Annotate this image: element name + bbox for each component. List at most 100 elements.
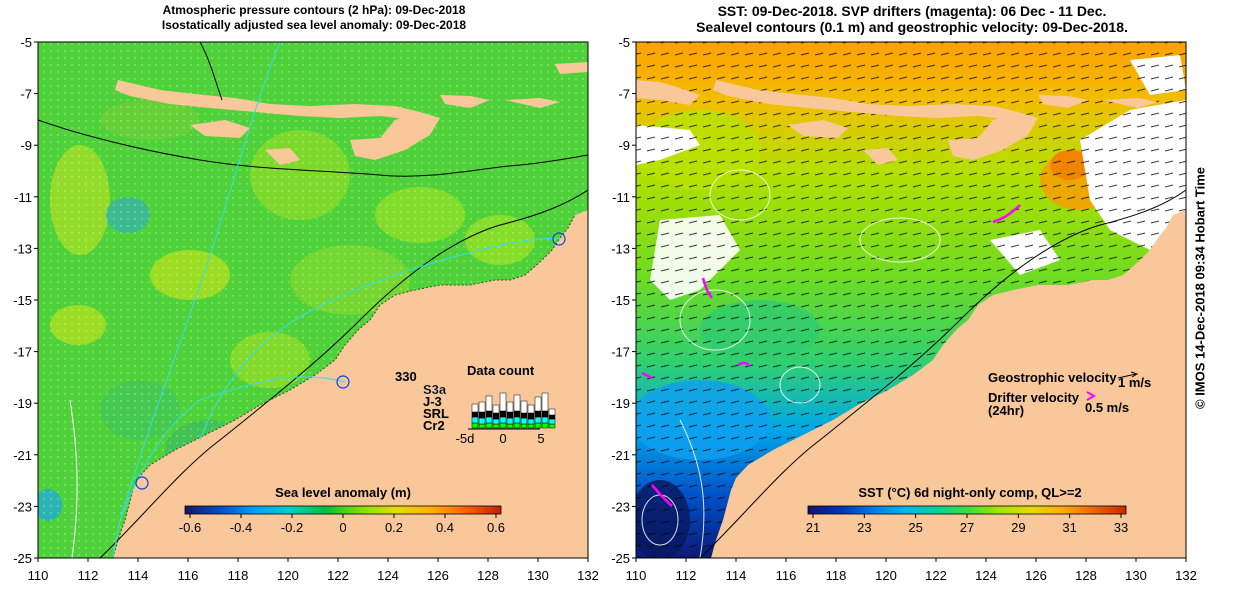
mission-label: SRL bbox=[423, 406, 449, 421]
colorbar-tick-label: 0.2 bbox=[385, 520, 403, 535]
lat-tick-label: -17 bbox=[611, 345, 630, 360]
left-title-line1: Atmospheric pressure contours (2 hPa): 0… bbox=[162, 3, 466, 17]
data-count-bar bbox=[492, 418, 500, 425]
lon-tick-label: 120 bbox=[277, 568, 299, 583]
sea-level-contours bbox=[641, 169, 941, 558]
velocity-legend: Geostrophic velocity 1 m/s Drifter veloc… bbox=[988, 370, 1151, 418]
left-axes: 110 112 114 116 118 120 122 124 126 128 130 132 -5 -7… bbox=[13, 35, 599, 583]
data-count-bar bbox=[478, 411, 486, 419]
data-count-bar bbox=[499, 392, 507, 412]
lon-tick-label: 124 bbox=[377, 568, 399, 583]
lon-tick-label: 130 bbox=[527, 568, 549, 583]
colorbar-tick-label: 31 bbox=[1062, 520, 1076, 535]
lat-tick-label: -25 bbox=[611, 551, 630, 566]
colorbar-tick-label: -0.6 bbox=[179, 520, 201, 535]
drifter-velocity-unit: 0.5 m/s bbox=[1085, 400, 1129, 415]
colorbar-tick-label: 23 bbox=[857, 520, 871, 535]
left-australia-land bbox=[113, 210, 588, 558]
lat-tick-label: -9 bbox=[20, 138, 32, 153]
data-count-bar bbox=[478, 417, 486, 425]
lon-tick-label: 112 bbox=[676, 568, 697, 583]
data-count-number: 330 bbox=[395, 369, 417, 384]
data-count-bar bbox=[541, 392, 549, 412]
data-count-bar bbox=[492, 404, 500, 414]
colorbar-tick-label: 0 bbox=[339, 520, 346, 535]
altimeter-tracks bbox=[112, 42, 561, 558]
right-map bbox=[636, 42, 1186, 558]
data-count-bar bbox=[541, 422, 549, 429]
lat-tick-label: -7 bbox=[20, 87, 32, 102]
data-count-bar bbox=[492, 412, 500, 420]
colorbar-tick-label: 33 bbox=[1114, 520, 1128, 535]
right-australia-land bbox=[711, 210, 1186, 558]
data-count-bar bbox=[471, 403, 479, 413]
left-panel-title: Atmospheric pressure contours (2 hPa): 0… bbox=[40, 3, 588, 33]
data-count-tick: -5d bbox=[456, 431, 475, 446]
lon-tick-label: 130 bbox=[1125, 568, 1147, 583]
lat-tick-label: -7 bbox=[618, 87, 630, 102]
drifter-tracks bbox=[641, 204, 1021, 507]
right-colorbar-label: SST (°C) 6d night-only comp, QL>=2 bbox=[858, 485, 1081, 500]
colorbar-tick-label: 0.6 bbox=[487, 520, 505, 535]
lon-tick-label: 126 bbox=[1025, 568, 1047, 583]
data-count-bar bbox=[506, 411, 514, 419]
lat-tick-label: -19 bbox=[611, 396, 630, 411]
colorbar-tick-label: 27 bbox=[960, 520, 974, 535]
colorbar-tick-label: -0.4 bbox=[230, 520, 252, 535]
data-count-bar bbox=[513, 422, 521, 429]
lat-tick-label: -21 bbox=[13, 448, 32, 463]
data-count-axis: -5d 0 5 bbox=[456, 428, 545, 446]
right-title-line1: SST: 09-Dec-2018. SVP drifters (magenta)… bbox=[717, 3, 1107, 19]
lat-tick-label: -5 bbox=[618, 35, 630, 50]
right-colorbar: 21 23 25 27 29 31 33 bbox=[806, 505, 1128, 535]
left-colorbar: -0.6 -0.4 -0.2 0 0.2 0.4 0.6 bbox=[179, 505, 505, 535]
mission-label: S3a bbox=[423, 382, 447, 397]
data-count-bar bbox=[485, 395, 493, 412]
drifter-arrow-icon bbox=[1086, 391, 1097, 401]
data-count-bar bbox=[513, 394, 521, 412]
lon-tick-label: 110 bbox=[626, 568, 647, 583]
data-count-bar bbox=[513, 410, 521, 418]
lon-tick-label: 118 bbox=[228, 568, 249, 583]
lat-tick-label: -25 bbox=[13, 551, 32, 566]
data-count-bar bbox=[548, 423, 556, 429]
colorbar-tick-label: 25 bbox=[908, 520, 922, 535]
drifter-velocity-label: Drifter velocity bbox=[988, 390, 1080, 405]
data-count-bar bbox=[485, 422, 493, 429]
lat-tick-label: -5 bbox=[20, 35, 32, 50]
lon-tick-label: 124 bbox=[975, 568, 997, 583]
lat-tick-label: -17 bbox=[13, 345, 32, 360]
data-count-bar bbox=[548, 414, 556, 420]
data-count-bar bbox=[492, 423, 500, 429]
data-count-bar bbox=[506, 423, 514, 429]
data-count-bar bbox=[541, 416, 549, 424]
data-count-bar bbox=[471, 411, 479, 418]
left-islands bbox=[115, 62, 588, 165]
lat-tick-label: -19 bbox=[13, 396, 32, 411]
data-count-bar bbox=[541, 410, 549, 418]
lat-tick-label: -15 bbox=[13, 293, 32, 308]
lon-tick-label: 128 bbox=[477, 568, 499, 583]
lon-tick-label: 118 bbox=[826, 568, 847, 583]
left-colorbar-label: Sea level anomaly (m) bbox=[275, 485, 411, 500]
lon-tick-label: 112 bbox=[78, 568, 99, 583]
data-count-bar bbox=[520, 423, 528, 429]
lat-tick-label: -11 bbox=[612, 190, 630, 205]
colorbar-ramp bbox=[807, 505, 1127, 515]
lon-tick-label: 122 bbox=[925, 568, 947, 583]
lat-tick-label: -23 bbox=[13, 499, 32, 514]
left-pressure-contours bbox=[38, 42, 588, 558]
lon-tick-label: 114 bbox=[128, 568, 149, 583]
data-count-bar bbox=[499, 416, 507, 424]
data-count-bar bbox=[471, 416, 479, 424]
data-count-bar bbox=[534, 410, 542, 418]
geostrophic-velocity-label: Geostrophic velocity bbox=[988, 370, 1117, 385]
data-count-bar bbox=[478, 423, 486, 429]
left-title-line2: Isostatically adjusted sea level anomaly… bbox=[161, 18, 467, 32]
left-shelf-contour bbox=[112, 214, 576, 558]
right-panel-title: SST: 09-Dec-2018. SVP drifters (magenta)… bbox=[638, 3, 1186, 35]
data-count-bar bbox=[527, 412, 535, 420]
data-count-bar bbox=[527, 404, 535, 414]
data-count-bar bbox=[534, 396, 542, 412]
